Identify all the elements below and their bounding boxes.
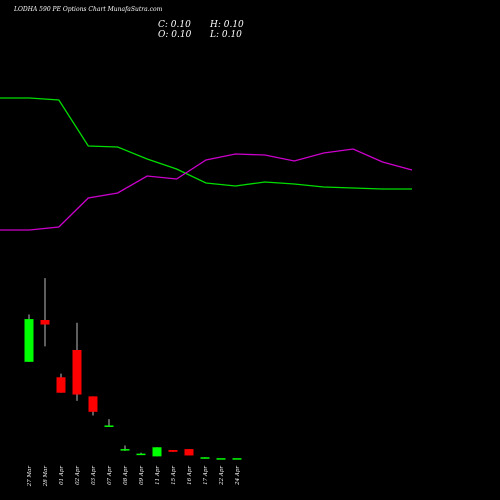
candle-body (168, 450, 178, 452)
x-tick-label: 17 Apr (203, 466, 209, 485)
x-tick-label: 07 Apr (107, 466, 113, 485)
candle-body (200, 457, 210, 459)
x-tick-label: 27 Mar (27, 466, 33, 488)
x-tick-label: 15 Apr (171, 466, 177, 485)
x-tick-label: 08 Apr (123, 466, 129, 485)
x-tick-label: 02 Apr (75, 466, 81, 485)
ohlc-close: C: 0.10 (158, 20, 191, 30)
chart-title: LODHA 590 PE Options Chart MunafaSutra.c… (13, 6, 163, 13)
candle-body (216, 458, 226, 460)
candle-body (104, 425, 114, 427)
indicator-line (0, 97, 412, 190)
candle-body (184, 449, 194, 456)
x-tick-label: 16 Apr (187, 466, 193, 485)
ohlc-low: L: 0.10 (209, 30, 242, 40)
x-tick-label: 28 Mar (43, 466, 49, 488)
indicator-line (0, 148, 413, 231)
candle-body (56, 377, 66, 393)
candle-body (152, 447, 162, 457)
x-tick-label: 24 Apr (235, 466, 241, 486)
x-tick-label: 09 Apr (139, 466, 145, 485)
candle-body (232, 458, 242, 460)
candle-body (136, 453, 146, 456)
candle-body (24, 319, 34, 362)
candle-body (72, 350, 82, 395)
x-tick-label: 03 Apr (91, 466, 97, 485)
x-tick-label: 01 Apr (59, 466, 65, 485)
ohlc-open: O: 0.10 (158, 30, 192, 40)
x-tick-label: 22 Apr (219, 466, 225, 486)
candle-body (88, 396, 98, 412)
candle-body (120, 449, 130, 451)
ohlc-high: H: 0.10 (209, 20, 244, 30)
x-tick-label: 11 Apr (155, 466, 161, 485)
candle-body (40, 320, 50, 325)
